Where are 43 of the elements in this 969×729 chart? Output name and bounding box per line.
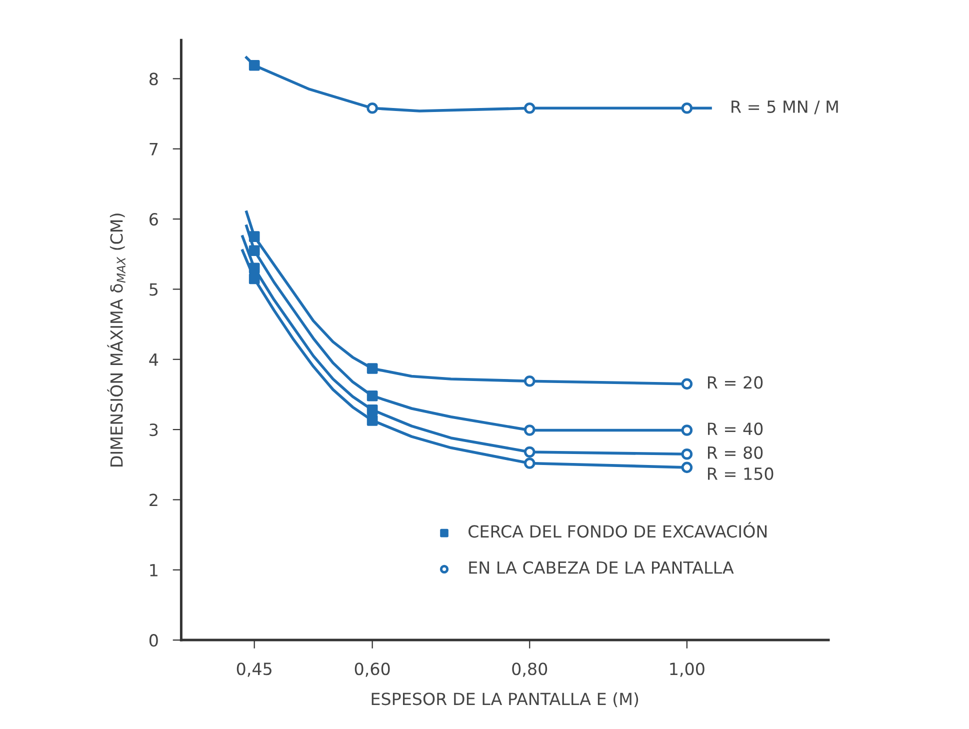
- y-tick-label: 1: [150, 564, 158, 576]
- series-label: R = 80: [708, 446, 763, 459]
- y-tick-label: 6: [150, 212, 158, 226]
- y-tick-label: 5: [150, 283, 158, 296]
- point: [248, 245, 260, 256]
- point: [681, 462, 693, 474]
- point: [681, 102, 693, 114]
- point: [524, 446, 536, 458]
- series-label: R = 5 MN / M: [732, 100, 838, 114]
- x-axis-title: ESPESOR DE LA PANTALLA E (M): [372, 692, 638, 708]
- y-tick-label: 3: [150, 424, 158, 436]
- y-tick-label: 4: [149, 354, 158, 366]
- point: [524, 102, 536, 114]
- y-tick-label: 8: [150, 72, 158, 86]
- y-tick-label: 2: [150, 494, 158, 506]
- legend-label: EN LA CABEZA DE LA PANTALLA: [469, 561, 734, 574]
- point: [248, 273, 260, 284]
- x-tick-label: 0,60: [354, 662, 390, 677]
- point: [366, 404, 378, 416]
- x-tick-label: 0,45: [236, 662, 272, 677]
- point: [366, 102, 378, 114]
- line-series: [245, 56, 712, 112]
- x-tick-label: 1,00: [670, 662, 704, 677]
- point: [524, 375, 536, 387]
- point: [248, 60, 260, 71]
- point: [366, 363, 378, 374]
- x-tick-label: 0,80: [512, 662, 548, 677]
- point: [681, 448, 693, 460]
- point: [366, 415, 378, 426]
- point: [366, 390, 378, 402]
- y-tick-label: 0: [149, 634, 158, 647]
- y-tick-label: 7: [150, 143, 158, 156]
- point: [248, 231, 260, 242]
- point: [524, 424, 536, 436]
- point: [681, 378, 693, 390]
- y-axis-title: DIMENSIÓN MÁXIMA δ$_{MAX}$ (CM): [107, 214, 126, 466]
- legend-label: CERCA DEL FONDO DE EXCAVACIÓN: [468, 522, 767, 538]
- point: [524, 458, 536, 469]
- series-label: R = 150: [708, 467, 774, 480]
- point: [681, 424, 693, 436]
- series-label: R = 20: [708, 376, 763, 389]
- point: [248, 262, 260, 274]
- series-label: R = 40: [708, 422, 763, 436]
